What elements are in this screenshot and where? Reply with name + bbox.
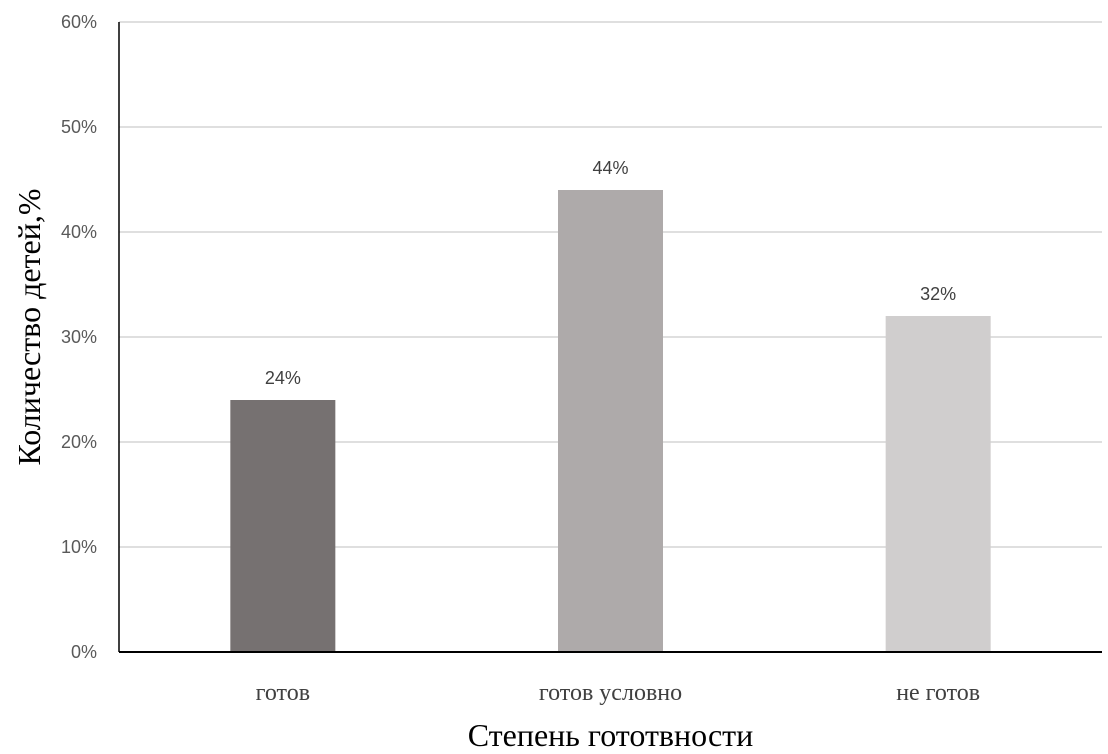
y-tick-label: 30% (61, 327, 97, 347)
bar (885, 316, 991, 652)
x-axis-title: Степень гототвности (468, 717, 754, 753)
y-tick-label: 0% (71, 642, 97, 662)
y-tick-label: 50% (61, 117, 97, 137)
category-label: не готов (896, 680, 980, 706)
data-label: 32% (920, 284, 956, 304)
bars (230, 190, 991, 652)
y-tick-label: 10% (61, 537, 97, 557)
y-tick-label: 20% (61, 432, 97, 452)
category-label: готов условно (539, 680, 682, 706)
y-axis-title: Количество детей,% (11, 188, 47, 465)
category-label: готов (256, 680, 310, 706)
axes (118, 22, 1102, 653)
labels: 0% 10% 20% 30% 40% 50% 60% 24% готов 44% готов усл… (61, 12, 980, 706)
y-tick-label: 40% (61, 222, 97, 242)
y-tick-label: 60% (61, 12, 97, 32)
bar (230, 400, 336, 652)
bar (558, 190, 663, 652)
data-label: 24% (265, 368, 301, 388)
data-label: 44% (592, 158, 628, 178)
